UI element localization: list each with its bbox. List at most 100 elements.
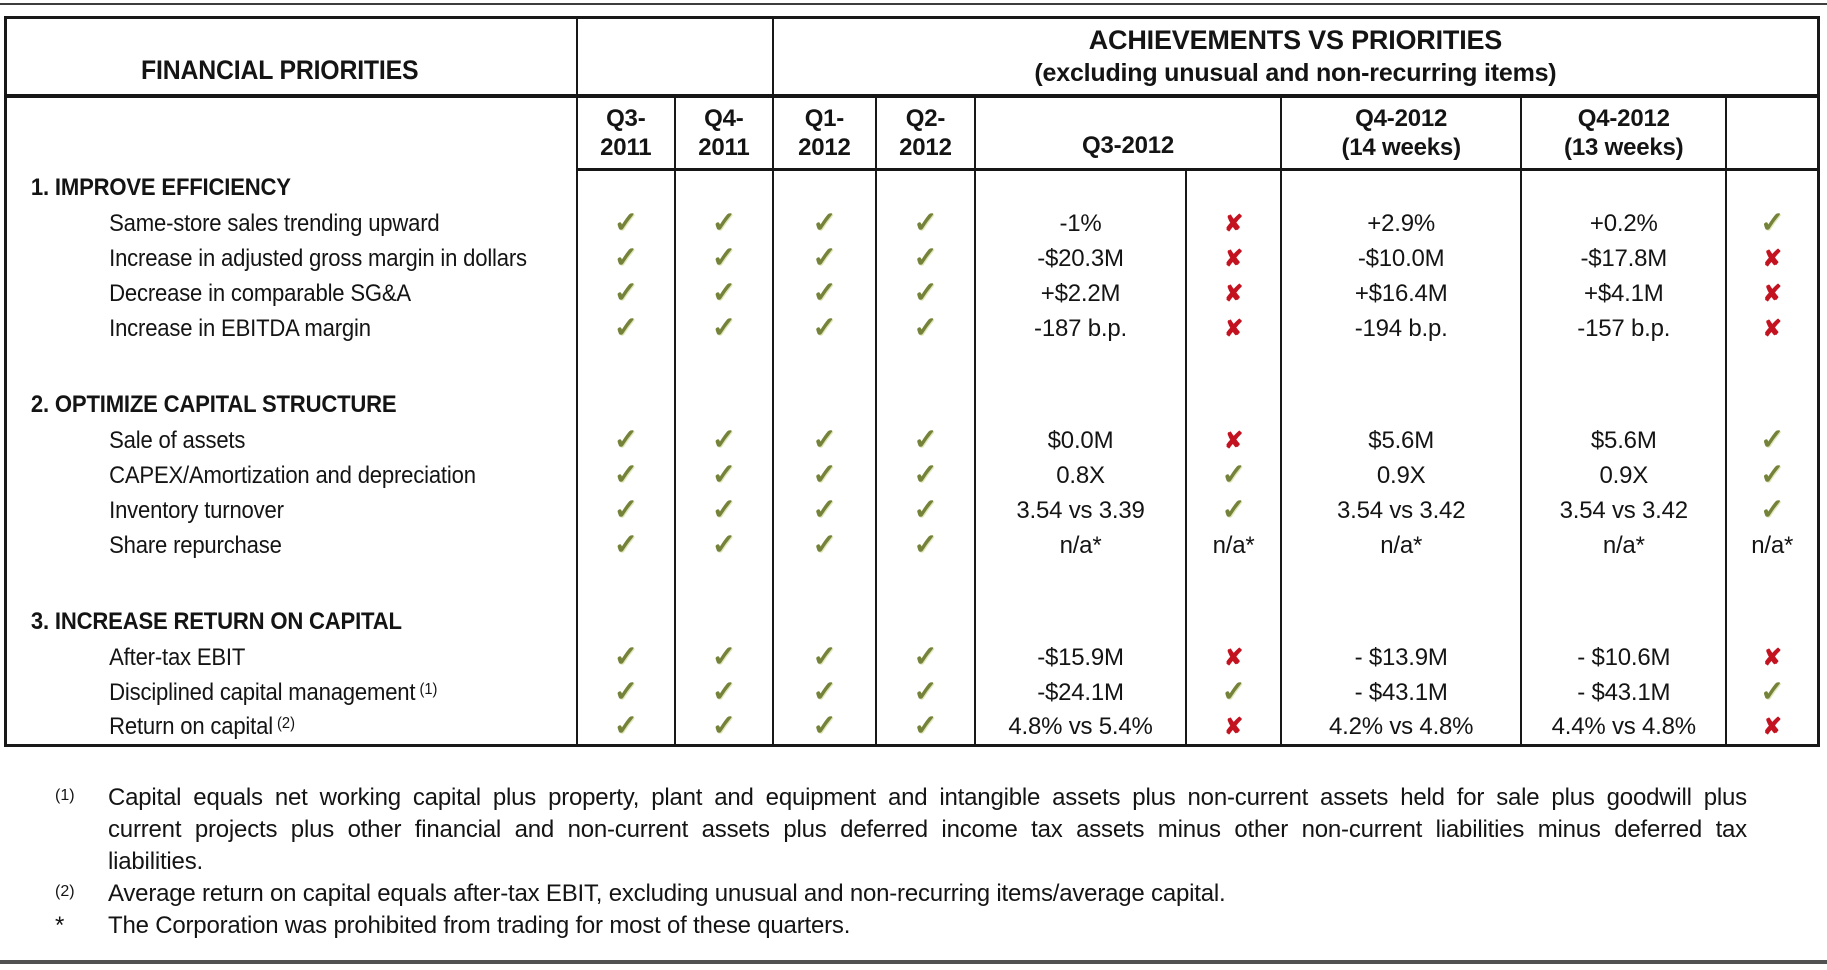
footnote-line: The Corporation was prohibited from trad…	[108, 912, 851, 939]
section-heading-cell: 3. INCREASE RETURN ON CAPITAL	[5, 603, 578, 641]
mark-cell-q4-2011: ✓	[674, 241, 774, 277]
section-heading-empty-cell	[1186, 169, 1283, 207]
value-cell-q4-2012-13w: $5.6M	[1521, 423, 1728, 459]
spacer-cell	[1521, 563, 1728, 604]
row-label-cell: Disciplined capital management (1)	[5, 675, 578, 711]
check-icon: ✓	[613, 312, 638, 344]
value-cell-q4-2012-14w: 4.2% vs 4.8%	[1281, 710, 1523, 746]
footnote-marker: (2)	[55, 883, 75, 900]
achievements-header: ACHIEVEMENTS VS PRIORITIES (excluding un…	[772, 17, 1819, 98]
mark-cell-q3-2012: ✓	[1186, 458, 1283, 494]
row-label: Disciplined capital management (1)	[109, 679, 438, 706]
mark-cell-q1-2012: ✓	[772, 458, 877, 494]
spacer-cell	[1281, 563, 1523, 604]
value-cell-q4-2012-13w: - $43.1M	[1521, 675, 1728, 711]
spacer-cell	[1726, 347, 1818, 387]
footnote-line: Capital equals net working capital plus …	[108, 784, 1747, 811]
column-header-empty-last	[1726, 95, 1819, 171]
section-heading-empty-cell	[1281, 603, 1523, 641]
footnote-line: Average return on capital equals after-t…	[108, 880, 1226, 907]
mark-cell-q2-2012: ✓	[875, 493, 976, 529]
section-heading-empty-cell	[772, 603, 877, 641]
mark-cell-q2-2012: ✓	[875, 710, 976, 746]
check-icon: ✓	[613, 710, 638, 743]
check-icon: ✓	[812, 494, 837, 526]
mark-cell-q3-2012: ✘	[1186, 206, 1283, 242]
mark-cell-final: ✓	[1726, 424, 1818, 459]
mark-cell-q4-2011: ✓	[674, 640, 774, 676]
value-cell-q4-2012-14w: -194 b.p.	[1281, 311, 1523, 347]
column-header-q4-2012-13w: Q4-2012 (13 weeks)	[1521, 95, 1728, 171]
mark-cell-q1-2012: ✓	[772, 423, 877, 459]
section-heading-empty-cell	[1186, 386, 1283, 424]
check-icon: ✓	[1760, 459, 1785, 491]
value-cell-q4-2012-14w: -$10.0M	[1281, 241, 1523, 277]
section-heading-empty-cell	[674, 603, 774, 641]
value-cell-q4-2012-14w: +2.9%	[1281, 206, 1523, 242]
spacer-cell	[974, 563, 1188, 604]
footnote: (2) Average return on capital equals afte…	[55, 878, 1747, 910]
value-cell-q3-2012: -1%	[974, 206, 1188, 242]
value-cell-q4-2012-14w: 3.54 vs 3.42	[1281, 493, 1523, 529]
table-row: Disciplined capital management (1) ✓ ✓ ✓ ✓ -$…	[5, 675, 1819, 711]
table-row: Share repurchase ✓ ✓ ✓ ✓ n/a* n/a* n/a* n/a* n/a*	[5, 528, 1819, 564]
mark-cell-q1-2012: ✓	[772, 206, 877, 242]
mark-cell-q2-2012: ✓	[875, 675, 976, 711]
mark-cell-final: ✘	[1726, 242, 1818, 277]
value-cell-q4-2012-13w: +0.2%	[1521, 206, 1728, 242]
column-header-q3-2012: Q3-2012	[974, 95, 1283, 171]
value-cell-q4-2012-14w: $5.6M	[1281, 423, 1523, 459]
mark-cell-q4-2011: ✓	[674, 675, 774, 711]
row-label: Return on capital (2)	[109, 713, 296, 741]
achievements-subtitle: (excluding unusual and non-recurring ite…	[1034, 59, 1557, 88]
mark-cell-q2-2012: ✓	[875, 528, 976, 564]
x-icon: ✘	[1762, 315, 1782, 341]
section-heading-empty-cell	[875, 603, 976, 641]
row-label-cell: CAPEX/Amortization and depreciation	[5, 458, 578, 494]
x-icon: ✘	[1762, 280, 1782, 306]
mark-cell-q2-2012: ✓	[875, 458, 976, 494]
value-cell-q4-2012-14w: - $43.1M	[1281, 675, 1523, 711]
mark-cell-q2-2012: ✓	[875, 311, 976, 347]
mark-cell-q3-2011: ✓	[576, 493, 676, 529]
section-heading-empty-cell	[674, 169, 774, 207]
achievements-title: ACHIEVEMENTS VS PRIORITIES	[1088, 25, 1503, 56]
check-icon: ✓	[812, 242, 837, 274]
spacer-cell	[576, 563, 676, 604]
header-gap-cell	[576, 17, 774, 98]
na-text: n/a*	[1751, 532, 1794, 559]
section-heading-empty-cell	[772, 386, 877, 424]
value-cell-q4-2012-13w: 4.4% vs 4.8%	[1521, 710, 1728, 746]
section-heading-row: 1. IMPROVE EFFICIENCY	[5, 169, 1819, 207]
check-icon: ✓	[1221, 676, 1246, 708]
mark-cell-q3-2011: ✓	[576, 423, 676, 459]
mark-cell-q3-2012: ✘	[1186, 423, 1283, 459]
x-icon: ✘	[1762, 245, 1782, 271]
value-cell-q4-2012-13w: -157 b.p.	[1521, 311, 1728, 347]
mark-cell-q2-2012: ✓	[875, 241, 976, 277]
spacer-cell	[875, 563, 976, 604]
section-heading-empty-cell	[674, 386, 774, 424]
check-icon: ✓	[812, 459, 837, 491]
check-icon: ✓	[613, 277, 638, 309]
mark-cell-q4-2011: ✓	[674, 528, 774, 564]
spacer-cell	[974, 346, 1188, 387]
x-icon: ✘	[1762, 713, 1782, 740]
check-icon: ✓	[711, 312, 736, 344]
quarters-header-empty-first	[5, 95, 578, 170]
value-cell-q3-2012: $0.0M	[974, 423, 1188, 459]
check-icon: ✓	[812, 710, 837, 743]
spacer-cell	[772, 346, 877, 387]
footnote-marker: *	[55, 912, 65, 939]
section-heading-empty-cell	[576, 169, 676, 207]
mark-cell-q1-2012: ✓	[772, 493, 877, 529]
check-icon: ✓	[711, 424, 736, 456]
value-cell-q3-2012: 3.54 vs 3.39	[974, 493, 1188, 529]
row-label-cell: After-tax EBIT	[5, 640, 578, 676]
section-heading-row: 3. INCREASE RETURN ON CAPITAL	[5, 603, 1819, 641]
row-label-cell: Inventory turnover	[5, 493, 578, 529]
mark-cell-q3-2011: ✓	[576, 675, 676, 711]
value-cell-q4-2012-14w: - $13.9M	[1281, 640, 1523, 676]
mark-cell-q3-2012: ✓	[1186, 675, 1283, 711]
footnote: (1) Capital equals net working capital pl…	[55, 782, 1747, 878]
